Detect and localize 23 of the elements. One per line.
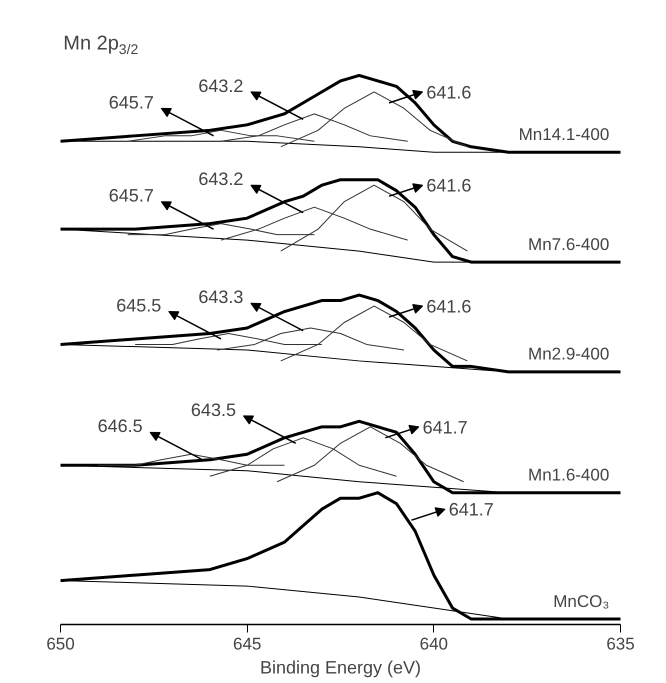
- annotation: 641.6: [426, 176, 472, 196]
- annotation: 645.7: [108, 186, 154, 206]
- series-label: MnCO₃: [553, 592, 610, 611]
- x-axis-title: Binding Energy (eV): [260, 658, 422, 678]
- series-label: Mn14.1-400: [518, 125, 610, 144]
- x-tick-label: 645: [232, 634, 262, 654]
- annotation: 641.7: [448, 500, 494, 520]
- x-tick-label: 650: [46, 634, 75, 654]
- annotation: 646.5: [98, 416, 143, 436]
- annotation: 643.2: [198, 169, 244, 190]
- annotation: 643.2: [198, 76, 244, 96]
- annotation: 641.6: [426, 296, 472, 317]
- annotation: 643.5: [190, 400, 236, 420]
- x-tick-label: 640: [420, 634, 448, 654]
- series-label: Mn1.6-400: [528, 465, 610, 484]
- series-label: Mn2.9-400: [528, 344, 610, 364]
- annotation: 645.7: [108, 92, 154, 112]
- series-label: Mn7.6-400: [528, 234, 610, 254]
- annotation: 645.5: [116, 295, 162, 316]
- annotation: 641.7: [422, 417, 468, 438]
- annotation: 641.6: [426, 82, 472, 102]
- x-tick-label: 635: [606, 634, 635, 654]
- annotation: 643.3: [198, 287, 244, 308]
